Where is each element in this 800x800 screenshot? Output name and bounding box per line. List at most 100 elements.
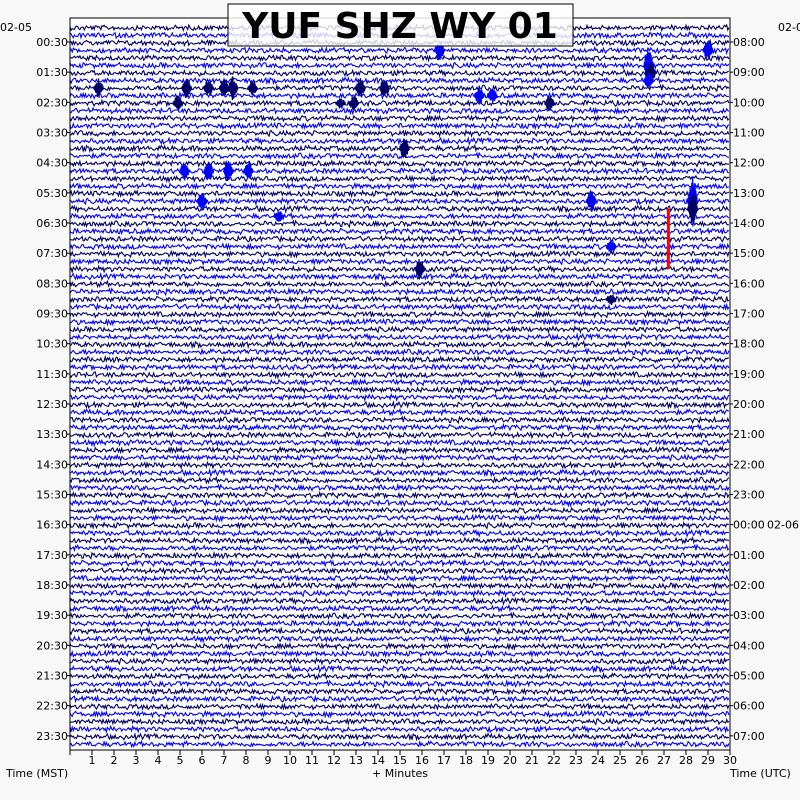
x-tick-label: 10 [283,754,297,767]
right-time-label: 04:00 [733,639,765,652]
x-tick-label: 6 [199,754,206,767]
trace-row [69,249,730,259]
x-tick-label: 18 [459,754,473,767]
trace-row [69,550,730,560]
x-tick-label: 30 [723,754,737,767]
trace-row [69,739,730,749]
trace-row [69,475,730,485]
right-time-label: 06:00 [733,700,765,713]
right-time-label: 00:00 [733,519,765,532]
seismic-event [172,95,184,111]
trace-row [69,324,730,335]
left-axis-title: Time (MST) [5,767,68,780]
right-time-label: 14:00 [733,217,765,230]
right-time-label: 15:00 [733,247,765,260]
right-time-label: 12:00 [733,157,765,170]
right-time-label: 17:00 [733,308,765,321]
trace-row [69,242,730,251]
left-time-label: 20:30 [36,639,68,652]
trace-row [69,226,730,236]
trace-row [69,121,730,131]
trace-row [69,506,730,516]
trace-row [69,310,730,319]
seismic-event [180,79,193,98]
trace-row [69,53,730,63]
seismic-event [242,162,254,179]
trace-row [69,211,730,221]
trace-row [69,641,730,651]
x-tick-label: 29 [701,754,715,767]
trace-row [69,370,730,380]
trace-row [69,181,729,191]
trace-row [69,467,730,478]
trace-row [69,354,729,364]
left-time-label: 13:30 [36,428,68,441]
right-time-label: 05:00 [733,670,765,683]
trace-row [69,385,730,395]
x-tick-label: 19 [481,754,495,767]
x-tick-label: 24 [591,754,605,767]
left-time-label: 02:30 [36,96,68,109]
trace-row [69,128,730,139]
trace-row [69,422,730,432]
trace-row [69,438,730,448]
left-time-label: 19:30 [36,609,68,622]
x-tick-label: 12 [327,754,341,767]
right-time-label: 21:00 [733,428,765,441]
left-time-label: 10:30 [36,338,68,351]
right-time-label: 13:00 [733,187,765,200]
seismic-event [686,176,699,227]
trace-row [69,566,730,576]
seismic-event [335,98,347,109]
left-time-label: 04:30 [36,157,68,170]
left-time-label: 08:30 [36,277,68,290]
trace-row [69,166,729,176]
x-tick-label: 27 [657,754,671,767]
left-time-label: 21:30 [36,670,68,683]
seismic-traces [69,23,730,749]
x-tick-label: 3 [133,754,140,767]
x-tick-label: 22 [547,754,561,767]
right-time-label: 18:00 [733,338,765,351]
trace-row [69,407,729,417]
trace-row [69,498,730,508]
seismic-event [473,86,485,105]
seismic-events [92,40,714,306]
seismic-event [92,78,105,98]
trace-row [69,535,730,546]
seismic-event [686,194,699,224]
seismic-event [605,294,617,306]
x-axis: 1 2 3 4 5 6 7 8 9 10 11 12 13 14 15 16 17 18 19 20 21 22 23 24 2… [69,750,737,767]
trace-row [69,460,730,471]
trace-row [69,581,730,591]
left-time-label: 14:30 [36,458,68,471]
x-axis-title: + Minutes [372,767,428,780]
left-time-label: 11:30 [36,368,68,381]
trace-row [69,543,730,553]
x-tick-label: 14 [371,754,385,767]
trace-row [69,520,729,531]
seismic-event [398,138,411,158]
left-time-label: 07:30 [36,247,68,260]
trace-row [69,189,730,199]
right-date-change-label: 02-06 [767,519,799,532]
seismic-event [642,73,655,89]
left-time-label: 01:30 [36,66,68,79]
trace-row [69,219,730,229]
seismic-event [227,76,239,101]
x-tick-label: 20 [503,754,517,767]
seismic-event [605,240,617,254]
left-time-label: 22:30 [36,700,68,713]
trace-row [69,158,729,168]
left-time-label: 15:30 [36,489,68,502]
seismic-event [178,162,190,181]
seismic-event [273,211,285,222]
right-axis: 08:00 09:00 10:00 11:00 12:00 13:00 14:00 15:00… [730,36,799,743]
trace-row [69,332,730,342]
trace-row [69,106,730,116]
trace-row [69,271,730,282]
left-time-label: 05:30 [36,187,68,200]
left-axis: 00:30 01:30 02:30 03:30 04:30 05:30 06:30 07:30… [36,36,70,743]
chart-title: YUF SHZ WY 01 [241,6,558,47]
trace-row [69,558,730,568]
